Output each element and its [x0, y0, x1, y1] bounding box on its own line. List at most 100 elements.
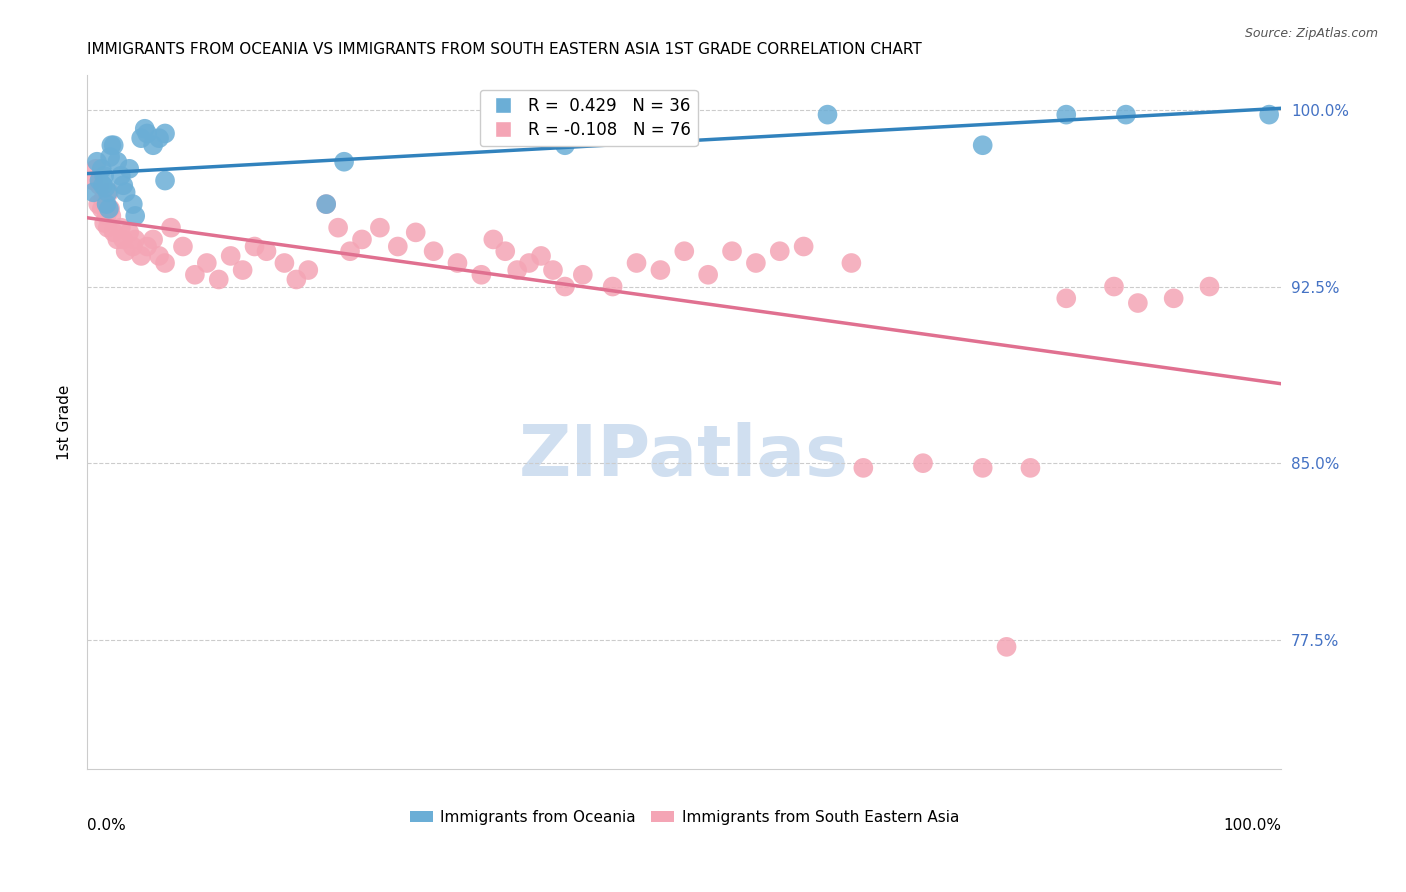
- Point: [94, 197, 117, 211]
- Point: [96, 209, 118, 223]
- Point: [97, 186, 120, 200]
- Point: [142, 138, 165, 153]
- Point: [124, 209, 146, 223]
- Point: [721, 244, 744, 259]
- Point: [494, 244, 516, 259]
- Point: [745, 256, 768, 270]
- Point: [1115, 108, 1137, 122]
- Point: [114, 186, 136, 200]
- Point: [94, 180, 117, 194]
- Point: [148, 131, 170, 145]
- Legend: Immigrants from Oceania, Immigrants from South Eastern Asia: Immigrants from Oceania, Immigrants from…: [404, 804, 965, 831]
- Point: [769, 244, 792, 259]
- Point: [852, 461, 875, 475]
- Point: [841, 256, 863, 270]
- Point: [97, 202, 120, 216]
- Point: [232, 263, 254, 277]
- Point: [470, 268, 492, 282]
- Point: [103, 138, 125, 153]
- Point: [148, 249, 170, 263]
- Point: [530, 249, 553, 263]
- Point: [1054, 108, 1077, 122]
- Point: [160, 220, 183, 235]
- Point: [1163, 291, 1185, 305]
- Text: 0.0%: 0.0%: [87, 818, 127, 833]
- Point: [153, 173, 176, 187]
- Point: [134, 121, 156, 136]
- Text: Source: ZipAtlas.com: Source: ZipAtlas.com: [1244, 27, 1378, 40]
- Point: [673, 244, 696, 259]
- Point: [142, 232, 165, 246]
- Point: [995, 640, 1018, 654]
- Point: [121, 197, 143, 211]
- Point: [110, 169, 132, 183]
- Point: [422, 244, 444, 259]
- Point: [405, 226, 427, 240]
- Point: [89, 178, 111, 193]
- Point: [91, 178, 114, 193]
- Point: [285, 272, 308, 286]
- Point: [350, 232, 373, 246]
- Point: [482, 232, 505, 246]
- Point: [972, 461, 994, 475]
- Point: [97, 220, 120, 235]
- Text: ZIPatlas: ZIPatlas: [519, 422, 849, 491]
- Point: [118, 161, 141, 176]
- Point: [1019, 461, 1042, 475]
- Point: [517, 256, 540, 270]
- Point: [91, 193, 114, 207]
- Point: [195, 256, 218, 270]
- Point: [506, 263, 529, 277]
- Point: [105, 154, 128, 169]
- Point: [297, 263, 319, 277]
- Point: [90, 161, 112, 176]
- Point: [554, 279, 576, 293]
- Point: [93, 216, 115, 230]
- Point: [697, 268, 720, 282]
- Point: [368, 220, 391, 235]
- Point: [256, 244, 278, 259]
- Point: [602, 279, 624, 293]
- Point: [96, 197, 118, 211]
- Point: [554, 138, 576, 153]
- Point: [100, 138, 122, 153]
- Text: IMMIGRANTS FROM OCEANIA VS IMMIGRANTS FROM SOUTH EASTERN ASIA 1ST GRADE CORRELAT: IMMIGRANTS FROM OCEANIA VS IMMIGRANTS FR…: [87, 42, 922, 57]
- Y-axis label: 1st Grade: 1st Grade: [58, 384, 72, 459]
- Point: [136, 127, 159, 141]
- Point: [315, 197, 337, 211]
- Point: [82, 186, 104, 200]
- Point: [626, 256, 648, 270]
- Point: [105, 232, 128, 246]
- Point: [98, 202, 121, 216]
- Point: [817, 108, 839, 122]
- Point: [1198, 279, 1220, 293]
- Point: [136, 239, 159, 253]
- Point: [153, 127, 176, 141]
- Point: [315, 197, 337, 211]
- Point: [118, 226, 141, 240]
- Point: [387, 239, 409, 253]
- Point: [793, 239, 815, 253]
- Point: [1102, 279, 1125, 293]
- Point: [326, 220, 349, 235]
- Point: [98, 150, 121, 164]
- Point: [506, 127, 529, 141]
- Point: [273, 256, 295, 270]
- Point: [129, 131, 152, 145]
- Point: [219, 249, 242, 263]
- Point: [972, 138, 994, 153]
- Point: [82, 173, 104, 187]
- Point: [339, 244, 361, 259]
- Point: [1126, 296, 1149, 310]
- Point: [84, 161, 107, 176]
- Point: [90, 202, 112, 216]
- Point: [103, 226, 125, 240]
- Point: [97, 186, 120, 200]
- Point: [172, 239, 194, 253]
- Point: [333, 154, 356, 169]
- Point: [184, 268, 207, 282]
- Point: [129, 249, 152, 263]
- Point: [112, 178, 135, 193]
- Point: [243, 239, 266, 253]
- Point: [208, 272, 231, 286]
